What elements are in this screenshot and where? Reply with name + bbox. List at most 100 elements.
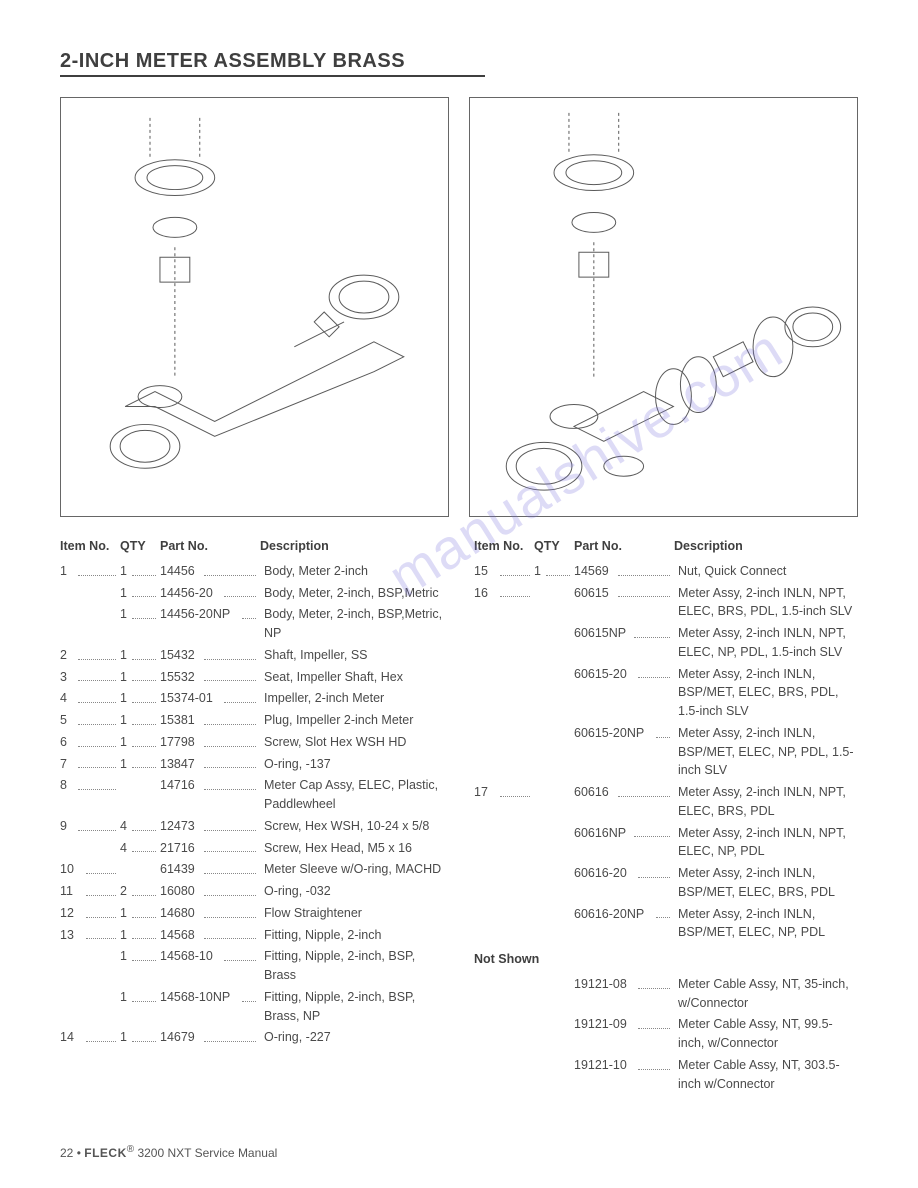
- cell-part: 60615: [574, 584, 674, 603]
- cell-part: 14456: [160, 562, 260, 581]
- footer-page: 22: [60, 1146, 73, 1160]
- cell-part: 14568: [160, 926, 260, 945]
- cell-part: 60616NP: [574, 824, 674, 843]
- cell-desc: O-ring, -032: [260, 882, 444, 901]
- cell-desc: Nut, Quick Connect: [674, 562, 858, 581]
- cell-part: 14569: [574, 562, 674, 581]
- cell-part: 14716: [160, 776, 260, 795]
- cell-item: 12: [60, 904, 120, 923]
- cell-qty: 4: [120, 839, 160, 858]
- diagram-left: [60, 97, 449, 517]
- footer-reg: ®: [127, 1144, 134, 1155]
- table-row: 3115532Seat, Impeller Shaft, Hex: [60, 668, 444, 687]
- cell-item: 14: [60, 1028, 120, 1047]
- cell-item: 15: [474, 562, 534, 581]
- table-row: 60615-20Meter Assy, 2-inch INLN, BSP/MET…: [474, 665, 858, 721]
- not-shown-label: Not Shown: [474, 950, 858, 969]
- table-row: 60615NPMeter Assy, 2-inch INLN, NPT, ELE…: [474, 624, 858, 662]
- cell-part: 19121-09: [574, 1015, 674, 1034]
- cell-desc: Meter Cap Assy, ELEC, Plastic, Paddlewhe…: [260, 776, 444, 814]
- cell-qty: 1: [120, 711, 160, 730]
- cell-desc: O-ring, -137: [260, 755, 444, 774]
- cell-qty: 1: [534, 562, 574, 581]
- cell-part: 13847: [160, 755, 260, 774]
- cell-part: 15532: [160, 668, 260, 687]
- cell-part: 60616-20NP: [574, 905, 674, 924]
- cell-part: 15381: [160, 711, 260, 730]
- table-row: 13114568Fitting, Nipple, 2-inch: [60, 926, 444, 945]
- table-row: 60616NPMeter Assy, 2-inch INLN, NPT, ELE…: [474, 824, 858, 862]
- cell-part: 60615-20NP: [574, 724, 674, 743]
- cell-qty: 1: [120, 947, 160, 966]
- cell-desc: Body, Meter, 2-inch, BSP,Metric, NP: [260, 605, 444, 643]
- cell-desc: Meter Assy, 2-inch INLN, NPT, ELEC, BRS,…: [674, 783, 858, 821]
- table-row: 5115381Plug, Impeller 2-inch Meter: [60, 711, 444, 730]
- cell-item: 4: [60, 689, 120, 708]
- section-title: 2-INCH METER ASSEMBLY BRASS: [60, 50, 485, 77]
- cell-item: 10: [60, 860, 120, 879]
- cell-part: 14456-20: [160, 584, 260, 603]
- hdr-desc: Description: [260, 537, 444, 556]
- cell-qty: 1: [120, 904, 160, 923]
- cell-desc: Meter Cable Assy, NT, 99.5-inch, w/Conne…: [674, 1015, 858, 1053]
- table-row: 60616-20Meter Assy, 2-inch INLN, BSP/MET…: [474, 864, 858, 902]
- table-row: 114568-10NPFitting, Nipple, 2-inch, BSP,…: [60, 988, 444, 1026]
- cell-qty: 1: [120, 605, 160, 624]
- footer-bullet: •: [73, 1146, 84, 1160]
- cell-desc: Fitting, Nipple, 2-inch, BSP, Brass: [260, 947, 444, 985]
- cell-qty: 1: [120, 668, 160, 687]
- cell-item: 1: [60, 562, 120, 581]
- table-row: 7113847O-ring, -137: [60, 755, 444, 774]
- hdr-qty: QTY: [534, 537, 574, 556]
- table-row: 19121-10Meter Cable Assy, NT, 303.5-inch…: [474, 1056, 858, 1094]
- cell-desc: Plug, Impeller 2-inch Meter: [260, 711, 444, 730]
- cell-part: 12473: [160, 817, 260, 836]
- cell-qty: 4: [120, 817, 160, 836]
- cell-item: 16: [474, 584, 534, 603]
- cell-desc: Shaft, Impeller, SS: [260, 646, 444, 665]
- cell-part: 60615NP: [574, 624, 674, 643]
- table-row: 421716Screw, Hex Head, M5 x 16: [60, 839, 444, 858]
- hdr-item: Item No.: [60, 537, 120, 556]
- hdr-part: Part No.: [160, 537, 260, 556]
- cell-desc: Screw, Slot Hex WSH HD: [260, 733, 444, 752]
- cell-item: 8: [60, 776, 120, 795]
- cell-item: 13: [60, 926, 120, 945]
- cell-desc: Meter Sleeve w/O-ring, MACHD: [260, 860, 444, 879]
- cell-part: 19121-08: [574, 975, 674, 994]
- cell-part: 14568-10: [160, 947, 260, 966]
- table-row: 114456-20NPBody, Meter, 2-inch, BSP,Metr…: [60, 605, 444, 643]
- col-header: Item No. QTY Part No. Description: [474, 537, 858, 556]
- table-row: 1114456Body, Meter 2-inch: [60, 562, 444, 581]
- cell-qty: 1: [120, 562, 160, 581]
- cell-part: 17798: [160, 733, 260, 752]
- table-row: 60615-20NPMeter Assy, 2-inch INLN, BSP/M…: [474, 724, 858, 780]
- table-row: 15114569Nut, Quick Connect: [474, 562, 858, 581]
- cell-qty: 1: [120, 988, 160, 1007]
- cell-item: 2: [60, 646, 120, 665]
- cell-part: 14568-10NP: [160, 988, 260, 1007]
- cell-desc: Fitting, Nipple, 2-inch: [260, 926, 444, 945]
- table-row: 114568-10Fitting, Nipple, 2-inch, BSP, B…: [60, 947, 444, 985]
- table-row: 14114679O-ring, -227: [60, 1028, 444, 1047]
- cell-desc: Screw, Hex Head, M5 x 16: [260, 839, 444, 858]
- cell-desc: Meter Assy, 2-inch INLN, BSP/MET, ELEC, …: [674, 665, 858, 721]
- cell-desc: Flow Straightener: [260, 904, 444, 923]
- cell-qty: 2: [120, 882, 160, 901]
- cell-item: 6: [60, 733, 120, 752]
- cell-part: 60616: [574, 783, 674, 802]
- cell-part: 60615-20: [574, 665, 674, 684]
- table-row: 11216080O-ring, -032: [60, 882, 444, 901]
- diagram-row: [60, 97, 858, 517]
- cell-desc: Meter Cable Assy, NT, 35-inch, w/Connect…: [674, 975, 858, 1013]
- parts-columns: Item No. QTY Part No. Description 111445…: [60, 537, 858, 1096]
- cell-desc: Screw, Hex WSH, 10-24 x 5/8: [260, 817, 444, 836]
- diagram-right: [469, 97, 858, 517]
- cell-desc: Meter Assy, 2-inch INLN, BSP/MET, ELEC, …: [674, 864, 858, 902]
- footer-manual: 3200 NXT Service Manual: [134, 1146, 277, 1160]
- table-row: 12114680Flow Straightener: [60, 904, 444, 923]
- table-row: 1660615Meter Assy, 2-inch INLN, NPT, ELE…: [474, 584, 858, 622]
- cell-part: 14680: [160, 904, 260, 923]
- cell-qty: 1: [120, 689, 160, 708]
- cell-item: 7: [60, 755, 120, 774]
